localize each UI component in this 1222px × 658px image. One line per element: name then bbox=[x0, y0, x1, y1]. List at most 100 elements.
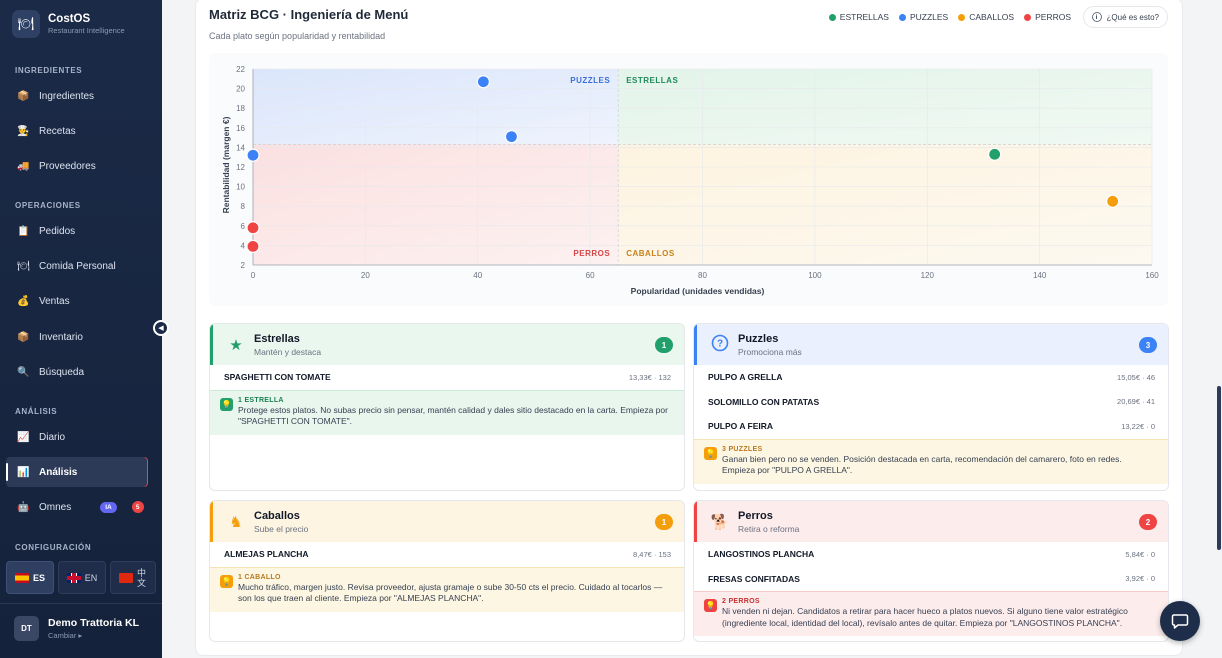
sidebar-item-recetas[interactable]: 👨‍🍳 Recetas bbox=[17, 125, 76, 137]
dog-icon: 🐕 bbox=[710, 513, 730, 531]
sidebar-item-ventas[interactable]: 💰 Ventas bbox=[17, 295, 70, 307]
quadrant-label-puzzles: PUZZLES bbox=[570, 76, 610, 85]
y-tick-label: 4 bbox=[241, 241, 246, 250]
bar-chart-icon: 📊 bbox=[17, 466, 30, 478]
quadrant-label-perros: PERROS bbox=[573, 249, 610, 258]
y-axis-label: Rentabilidad (margen €) bbox=[221, 116, 231, 213]
x-tick-label: 100 bbox=[808, 271, 822, 280]
data-point-caballos[interactable] bbox=[1106, 194, 1120, 208]
lang-button-zh[interactable]: 中文 bbox=[110, 561, 156, 594]
sidebar-item-comida-personal[interactable]: 🍽 Comida Personal bbox=[17, 260, 116, 272]
card-title: Perros bbox=[738, 509, 773, 522]
x-tick-label: 120 bbox=[921, 271, 935, 280]
sidebar-item-ingredientes[interactable]: 📦 Ingredientes bbox=[17, 90, 95, 102]
list-item[interactable]: PULPO A GRELLA 15,05€ · 46 bbox=[708, 372, 1155, 383]
quadrant-estrellas bbox=[618, 69, 1152, 145]
star-icon: ★ bbox=[229, 336, 243, 354]
y-tick-label: 12 bbox=[236, 163, 245, 172]
list-item[interactable]: SPAGHETTI CON TOMATE 13,33€ · 132 bbox=[224, 372, 671, 383]
lightbulb-icon: 💡 bbox=[704, 599, 717, 612]
data-point-puzzles[interactable] bbox=[504, 130, 519, 144]
dot-icon bbox=[958, 14, 966, 22]
what-is-this-button[interactable]: i ¿Qué es esto? bbox=[1082, 6, 1168, 28]
quadrant-label-estrellas: ESTRELLAS bbox=[626, 76, 678, 85]
chevron-left-icon: ◀ bbox=[158, 325, 164, 332]
section-title-analisis: ANÁLISIS bbox=[15, 407, 58, 416]
quadrant-puzzles bbox=[253, 69, 619, 145]
sidebar-item-diario[interactable]: 📈 Diario bbox=[17, 431, 66, 443]
lightbulb-icon: 💡 bbox=[220, 397, 233, 411]
card-subtitle: Sube el precio bbox=[254, 523, 309, 534]
scrollbar-thumb[interactable] bbox=[1217, 386, 1221, 550]
svg-text:?: ? bbox=[717, 338, 723, 349]
card-title: Puzzles bbox=[738, 332, 779, 345]
count-badge: 3 bbox=[1139, 337, 1157, 353]
sidebar-item-busqueda[interactable]: 🔍 Búsqueda bbox=[17, 366, 85, 378]
tip-box: 💡 1 CABALLO Mucho tráfico, margen justo.… bbox=[210, 566, 684, 612]
sidebar-item-analisis[interactable]: 📊 Análisis bbox=[6, 457, 148, 487]
clipboard-icon: 📋 bbox=[17, 225, 30, 237]
bcg-scatter-plot: 0 20 40 60 80 100 120 140 160 2 4 6 8 10 12 14 16 18 20 22 P… bbox=[221, 65, 1159, 296]
money-bag-icon: 💰 bbox=[17, 295, 30, 307]
card-puzzles: ? Puzzles Promociona más 3 PULPO A GRELLA… bbox=[693, 323, 1169, 491]
list-item[interactable]: LANGOSTINOS PLANCHA 5,84€ · 0 bbox=[708, 549, 1155, 560]
data-point-puzzles[interactable] bbox=[246, 148, 260, 162]
card-title: Estrellas bbox=[254, 332, 300, 345]
chat-button[interactable] bbox=[1160, 601, 1200, 641]
y-tick-label: 10 bbox=[236, 183, 245, 192]
lang-button-es[interactable]: ES bbox=[6, 561, 54, 594]
data-point-puzzles[interactable] bbox=[476, 75, 490, 89]
x-tick-label: 40 bbox=[473, 271, 482, 280]
search-icon: 🔍 bbox=[17, 366, 30, 378]
sidebar: 🍽 CostOS Restaurant Intelligence INGREDI… bbox=[0, 0, 162, 658]
user-switcher[interactable]: DT Demo Trattoria KL Cambiar ▸ bbox=[14, 616, 139, 641]
legend-item-estrellas: ESTRELLAS bbox=[828, 12, 889, 22]
plate-icon: 🍽 bbox=[17, 260, 30, 272]
card-perros: 🐕 Perros Retira o reforma 2 LANGOSTINOS P… bbox=[693, 500, 1169, 642]
lang-button-en[interactable]: EN bbox=[58, 561, 106, 594]
quadrant-caballos bbox=[618, 144, 1152, 265]
chart-legend: ESTRELLAS PUZZLES CABALLOS PERROS bbox=[828, 12, 1071, 22]
section-title-ingredientes: INGREDIENTES bbox=[15, 66, 83, 75]
y-tick-label: 18 bbox=[236, 104, 245, 113]
app-subtitle: Restaurant Intelligence bbox=[48, 26, 125, 35]
data-point-perros[interactable] bbox=[246, 239, 260, 253]
brand[interactable]: 🍽 CostOS Restaurant Intelligence bbox=[0, 0, 162, 48]
question-icon: ? bbox=[710, 334, 730, 356]
uk-flag-icon bbox=[66, 572, 81, 583]
list-item[interactable]: PULPO A FEIRA 13,22€ · 0 bbox=[708, 421, 1155, 432]
lightbulb-icon: 💡 bbox=[704, 446, 717, 460]
section-title-configuracion: CONFIGURACIÓN bbox=[15, 543, 92, 552]
user-name: Demo Trattoria KL bbox=[48, 617, 140, 629]
y-tick-label: 22 bbox=[236, 65, 245, 74]
data-point-estrellas[interactable] bbox=[988, 147, 1002, 161]
horse-icon: ♞ bbox=[229, 513, 243, 531]
list-item[interactable]: FRESAS CONFITADAS 3,92€ · 0 bbox=[708, 573, 1155, 584]
collapse-sidebar-button[interactable]: ◀ bbox=[153, 320, 169, 336]
y-tick-label: 6 bbox=[241, 222, 246, 231]
tip-box: 💡 3 PUZZLES Ganan bien pero no se venden… bbox=[694, 438, 1168, 484]
count-badge: 1 bbox=[655, 514, 673, 530]
x-tick-label: 20 bbox=[361, 271, 370, 280]
sidebar-item-pedidos[interactable]: 📋 Pedidos bbox=[17, 225, 76, 237]
page-subtitle: Cada plato según popularidad y rentabili… bbox=[209, 31, 386, 41]
info-icon: i bbox=[1091, 12, 1102, 22]
language-switcher: ES EN 中文 bbox=[6, 561, 156, 594]
sidebar-item-inventario[interactable]: 📦 Inventario bbox=[17, 331, 83, 343]
robot-icon: 🤖 bbox=[17, 501, 30, 513]
x-tick-label: 80 bbox=[698, 271, 707, 280]
y-tick-label: 8 bbox=[241, 202, 246, 211]
sidebar-item-proveedores[interactable]: 🚚 Proveedores bbox=[17, 160, 96, 172]
legend-item-puzzles: PUZZLES bbox=[898, 12, 948, 22]
list-item[interactable]: SOLOMILLO CON PATATAS 20,69€ · 41 bbox=[708, 396, 1155, 407]
main-content: Matriz BCG · Ingeniería de Menú Cada pla… bbox=[162, 0, 1222, 658]
card-subtitle: Mantén y destaca bbox=[254, 346, 322, 357]
sidebar-item-omnes[interactable]: 🤖 Omnes IA 5 bbox=[6, 492, 148, 522]
ia-badge: IA bbox=[100, 501, 117, 513]
chef-icon: 👨‍🍳 bbox=[17, 125, 30, 137]
list-item[interactable]: ALMEJAS PLANCHA 8,47€ · 153 bbox=[224, 549, 671, 560]
tip-box: 💡 2 PERROS Ni venden ni dejan. Candidato… bbox=[694, 591, 1168, 636]
data-point-perros[interactable] bbox=[246, 221, 260, 235]
card-title: Caballos bbox=[254, 509, 300, 522]
legend-item-perros: PERROS bbox=[1024, 12, 1071, 22]
